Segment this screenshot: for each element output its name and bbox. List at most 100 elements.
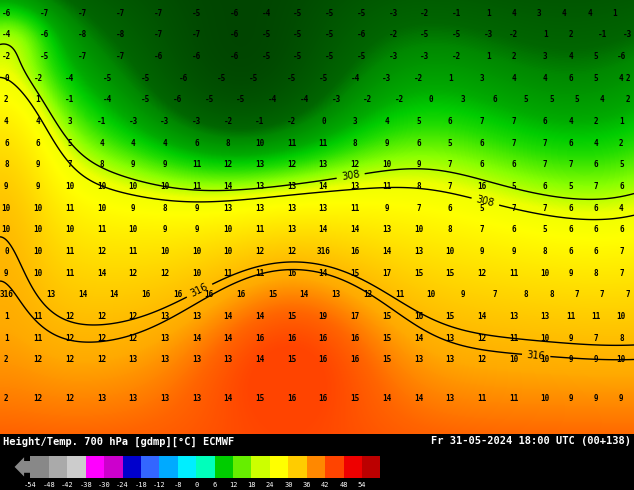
Text: 16: 16: [287, 334, 296, 343]
Text: 6: 6: [568, 247, 573, 256]
Text: 8: 8: [416, 182, 421, 191]
Text: 9: 9: [593, 394, 598, 403]
Text: 6: 6: [194, 139, 199, 147]
Text: 4: 4: [162, 139, 167, 147]
Text: -6: -6: [40, 30, 49, 39]
Text: 11: 11: [65, 269, 74, 278]
Text: 13: 13: [446, 394, 455, 403]
Text: 6: 6: [492, 95, 497, 104]
Text: 13: 13: [129, 394, 138, 403]
Text: 13: 13: [287, 204, 296, 213]
Text: 13: 13: [287, 182, 296, 191]
Text: 13: 13: [160, 394, 169, 403]
Text: 2: 2: [4, 95, 9, 104]
Bar: [215, 456, 233, 478]
Text: -4: -4: [300, 95, 309, 104]
Text: 10: 10: [97, 182, 106, 191]
Text: 5: 5: [619, 160, 624, 169]
Text: -8: -8: [78, 30, 87, 39]
Bar: [159, 456, 178, 478]
Text: -1: -1: [598, 30, 607, 39]
Text: 14: 14: [224, 182, 233, 191]
Text: 15: 15: [414, 269, 423, 278]
Text: 6: 6: [4, 139, 9, 147]
Text: 10: 10: [382, 160, 391, 169]
Text: 1: 1: [4, 312, 9, 321]
Text: 7: 7: [543, 139, 548, 147]
Bar: [49, 456, 67, 478]
Text: 1: 1: [36, 95, 41, 104]
Text: 16: 16: [173, 291, 182, 299]
Text: -6: -6: [617, 52, 626, 61]
Text: 14: 14: [256, 355, 264, 365]
Text: 12: 12: [363, 291, 372, 299]
Text: -6: -6: [230, 8, 239, 18]
Text: 8: 8: [543, 247, 548, 256]
Text: 11: 11: [256, 225, 264, 234]
Text: 13: 13: [97, 394, 106, 403]
Text: -3: -3: [192, 117, 201, 126]
Text: 13: 13: [160, 355, 169, 365]
Text: -2: -2: [452, 52, 461, 61]
Text: 12: 12: [97, 355, 106, 365]
Text: 10: 10: [541, 334, 550, 343]
Text: 0: 0: [4, 74, 9, 82]
Text: 11: 11: [382, 182, 391, 191]
Text: -5: -5: [103, 74, 112, 82]
Text: 3: 3: [460, 95, 465, 104]
Text: 11: 11: [224, 269, 233, 278]
Text: 14: 14: [192, 334, 201, 343]
Text: 12: 12: [65, 394, 74, 403]
Text: 4: 4: [600, 95, 605, 104]
Text: 2: 2: [568, 30, 573, 39]
Text: 10: 10: [34, 269, 42, 278]
Text: 1: 1: [486, 8, 491, 18]
Text: 5: 5: [524, 95, 529, 104]
Text: -7: -7: [40, 8, 49, 18]
Text: 4: 4: [4, 117, 9, 126]
Text: 12: 12: [287, 247, 296, 256]
Text: 0: 0: [429, 95, 434, 104]
Text: 13: 13: [256, 160, 264, 169]
Text: 3: 3: [536, 8, 541, 18]
Text: 13: 13: [160, 334, 169, 343]
Text: 7: 7: [448, 160, 453, 169]
Text: -2: -2: [2, 52, 11, 61]
Text: -5: -5: [141, 95, 150, 104]
Text: 2: 2: [625, 74, 630, 82]
Text: 15: 15: [287, 355, 296, 365]
Text: 11: 11: [34, 312, 42, 321]
Text: 16: 16: [351, 247, 359, 256]
Text: -5: -5: [325, 52, 334, 61]
Text: 16: 16: [141, 291, 150, 299]
Text: 4: 4: [99, 139, 104, 147]
Text: -5: -5: [217, 74, 226, 82]
Text: 17: 17: [351, 312, 359, 321]
Text: 15: 15: [268, 291, 277, 299]
Text: 14: 14: [110, 291, 119, 299]
Text: -7: -7: [116, 52, 125, 61]
Text: -5: -5: [319, 74, 328, 82]
Text: 11: 11: [287, 139, 296, 147]
Text: 13: 13: [256, 204, 264, 213]
Text: 10: 10: [414, 225, 423, 234]
Text: 12: 12: [160, 269, 169, 278]
Text: 42: 42: [321, 482, 330, 488]
Text: -5: -5: [294, 8, 302, 18]
Bar: [288, 456, 307, 478]
Text: 10: 10: [509, 355, 518, 365]
Text: 10: 10: [129, 182, 138, 191]
Text: 4: 4: [568, 52, 573, 61]
Text: -5: -5: [262, 30, 271, 39]
Text: 14: 14: [477, 312, 486, 321]
Text: 9: 9: [479, 247, 484, 256]
Text: -7: -7: [154, 30, 163, 39]
Text: 7: 7: [416, 204, 421, 213]
Text: 6: 6: [511, 160, 516, 169]
Text: 4: 4: [568, 117, 573, 126]
Text: 16: 16: [205, 291, 214, 299]
Text: -5: -5: [192, 8, 201, 18]
Text: 54: 54: [358, 482, 366, 488]
Text: -7: -7: [78, 52, 87, 61]
Text: 15: 15: [446, 312, 455, 321]
